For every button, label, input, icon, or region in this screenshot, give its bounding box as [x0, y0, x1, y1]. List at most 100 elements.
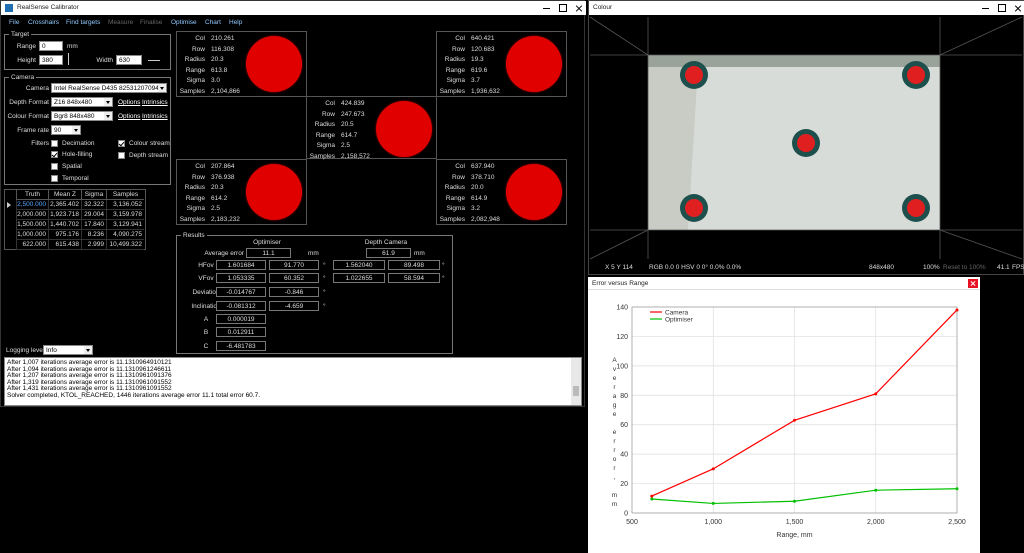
range-input[interactable]: 0: [39, 41, 63, 51]
plot-frame: [631, 306, 958, 514]
menu-item[interactable]: Optimise: [171, 19, 197, 26]
x-tick-label: 2,500: [948, 519, 966, 526]
checkbox-label: Hole-filling: [62, 151, 93, 158]
unit: °: [323, 262, 326, 269]
chart-window: Error versus Range 0 20 40 60 80 100 120 140 500 1…: [588, 277, 980, 553]
checkbox[interactable]: [51, 140, 58, 147]
frame-rate-select[interactable]: 90: [51, 125, 81, 135]
width-input[interactable]: 630: [116, 55, 142, 65]
maximize-button[interactable]: [995, 1, 1009, 15]
checkbox[interactable]: [51, 163, 58, 170]
target-blob: [376, 101, 432, 157]
value-box: 1.601684: [216, 260, 266, 270]
field-label: Range: [185, 66, 205, 74]
close-button[interactable]: [968, 279, 978, 288]
field-value: 207.864: [211, 163, 235, 170]
field-label: Row: [191, 173, 205, 181]
row-label: Average error: [204, 250, 244, 257]
link[interactable]: Options: [118, 113, 141, 120]
camera-group: [4, 77, 171, 185]
table-cell: 615.438: [48, 240, 81, 250]
field-label: Col: [325, 100, 335, 107]
unit: °: [323, 303, 326, 310]
menu-item[interactable]: Help: [229, 19, 243, 26]
checkbox[interactable]: [51, 175, 58, 182]
title-bar: [588, 277, 980, 290]
log-line: After 1,207 iterations average error is …: [7, 372, 172, 380]
table-cell: 17.840: [81, 220, 106, 230]
width-arrow: [148, 60, 160, 61]
dropdown-arrow[interactable]: [158, 84, 166, 92]
field-value: 637.940: [471, 163, 495, 170]
field-label: Samples: [309, 152, 335, 160]
link[interactable]: Options: [118, 99, 141, 106]
x-axis-label: Range, mm: [776, 532, 812, 539]
unit: mm: [67, 43, 78, 50]
data-point: [874, 488, 878, 492]
field-value: 3.2: [471, 205, 481, 212]
menu-item[interactable]: File: [9, 19, 20, 26]
checkbox[interactable]: [118, 152, 125, 159]
link[interactable]: Intrinsics: [142, 113, 168, 120]
field-value: 2.5: [341, 142, 351, 149]
value-box: 91.770: [269, 260, 319, 270]
scroll-thumb[interactable]: [573, 386, 579, 396]
link[interactable]: Intrinsics: [142, 99, 168, 106]
dropdown-arrow[interactable]: [104, 98, 112, 106]
dropdown-arrow[interactable]: [72, 126, 80, 134]
label: Width: [96, 57, 113, 64]
checkbox[interactable]: [118, 140, 125, 147]
unit: °: [323, 275, 326, 282]
y-tick-label: 20: [620, 481, 628, 488]
label: Camera: [25, 85, 49, 92]
target-group: [4, 34, 171, 70]
table-cell: 1,440.702: [48, 220, 81, 230]
target-panel: [176, 31, 307, 97]
close-button[interactable]: [572, 1, 586, 15]
series-line: [651, 309, 958, 497]
depth-format-select[interactable]: Z16 848x480: [51, 97, 113, 107]
dropdown-arrow[interactable]: [104, 112, 112, 120]
table-cell: 1,500.000: [16, 220, 48, 230]
field-value: 378.710: [471, 173, 495, 181]
close-button[interactable]: [1011, 1, 1024, 15]
field-label: Col: [195, 35, 205, 42]
field-value: 120.683: [471, 45, 495, 53]
x-tick-label: 2,000: [867, 519, 885, 526]
data-point: [650, 497, 654, 501]
field-label: Range: [445, 66, 465, 74]
row-label: Inclination: [191, 303, 221, 310]
field-value: 19.3: [471, 56, 484, 63]
minimize-button[interactable]: [979, 1, 993, 15]
column-header: Optimiser: [253, 239, 281, 246]
camera-select[interactable]: Intel RealSense D435 825312070943: [51, 83, 167, 93]
field-value: 424.839: [341, 100, 365, 107]
checkbox[interactable]: [51, 151, 58, 158]
target-blob: [506, 36, 562, 92]
height-input[interactable]: 380: [39, 55, 63, 65]
target-panel: [436, 31, 567, 97]
log-box: [4, 357, 582, 406]
table-cell: 3,136.052: [106, 200, 144, 210]
table-cell: 32.322: [81, 200, 106, 210]
field-value: 2,158,572: [341, 152, 370, 160]
field-label: Col: [455, 35, 465, 42]
table-cell: 8.236: [81, 230, 106, 240]
data-point: [955, 308, 959, 312]
value-box: 0.000019: [216, 314, 266, 324]
y-tick-label: 0: [624, 511, 628, 518]
maximize-button[interactable]: [556, 1, 570, 15]
field-value: 3.7: [471, 77, 481, 84]
menu-item[interactable]: Crosshairs: [28, 19, 60, 26]
status-text: Reset to 100%: [943, 264, 986, 271]
status-text: FPS: [1012, 264, 1024, 271]
target-panel: [436, 159, 567, 225]
legend-label: Camera: [665, 310, 689, 317]
logging-select[interactable]: Info: [43, 345, 93, 355]
y-tick-label: 140: [616, 305, 628, 312]
colour-format-select[interactable]: Bgr8 848x480: [51, 111, 113, 121]
minimize-button[interactable]: [540, 1, 554, 15]
dropdown-arrow[interactable]: [84, 346, 92, 354]
menu-item[interactable]: Chart: [205, 19, 221, 26]
menu-item[interactable]: Find targets: [66, 19, 101, 26]
